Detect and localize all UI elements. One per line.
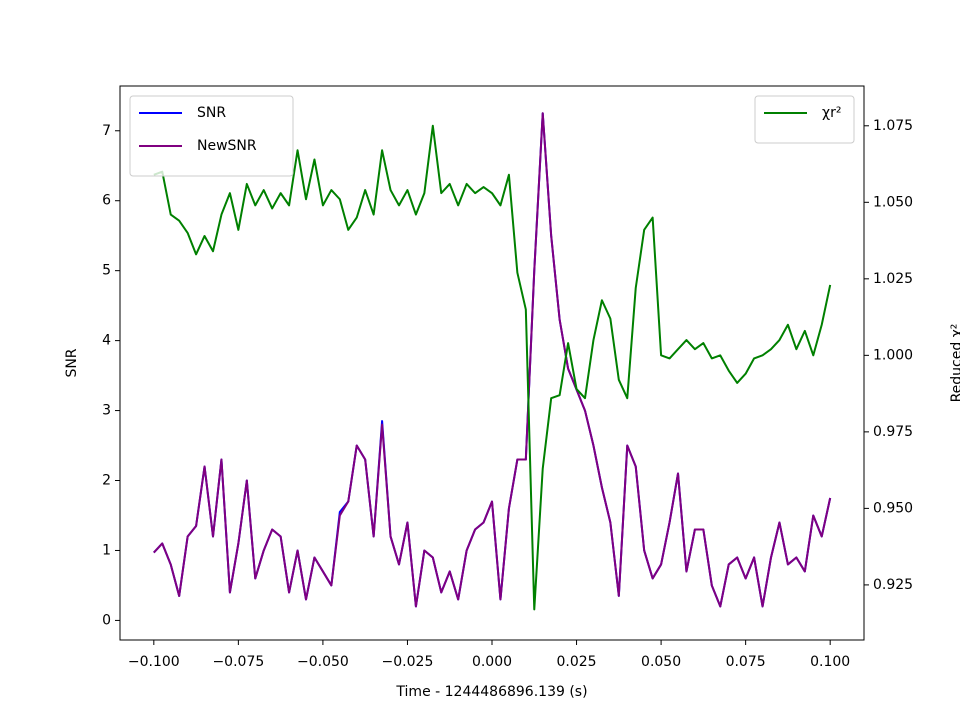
y2-tick-label: 0.950: [873, 500, 913, 516]
y-tick-label: 5: [102, 263, 111, 279]
x-tick-label: −0.050: [297, 654, 349, 670]
y-tick-label: 7: [102, 123, 111, 139]
x-tick-label: −0.100: [128, 654, 180, 670]
y2-axis-label: Reduced χ²: [949, 324, 960, 403]
y-axis-label: SNR: [64, 348, 80, 377]
x-tick-label: 0.025: [556, 654, 596, 670]
plot-area: [153, 112, 832, 611]
x-axis-label: Time - 1244486896.139 (s): [395, 684, 587, 700]
y-tick-label: 6: [102, 193, 111, 209]
y2-tick-label: 0.975: [873, 424, 913, 440]
y2-tick-label: 0.925: [873, 577, 913, 593]
y2-tick-label: 1.050: [873, 194, 913, 210]
legend-label: SNR: [197, 105, 226, 121]
y-tick-label: 4: [102, 333, 111, 349]
x-tick-label: 0.100: [810, 654, 850, 670]
series-line: [153, 112, 832, 608]
y-tick-label: 1: [102, 542, 111, 558]
x-tick-label: 0.000: [472, 654, 512, 670]
x-tick-label: −0.025: [382, 654, 434, 670]
x-tick-label: −0.075: [212, 654, 264, 670]
y-tick-label: 0: [102, 612, 111, 628]
y2-tick-label: 1.025: [873, 271, 913, 287]
x-tick-label: 0.075: [726, 654, 766, 670]
legend-box: [754, 95, 855, 144]
legend-box: [129, 95, 294, 177]
legend-label: χr²: [822, 105, 841, 121]
y2-tick-label: 1.075: [873, 118, 913, 134]
y-tick-label: 3: [102, 403, 111, 419]
x-tick-label: 0.050: [641, 654, 681, 670]
series-line: [153, 124, 832, 611]
legend-label: NewSNR: [197, 138, 257, 154]
y2-tick-label: 1.000: [873, 347, 913, 363]
y-tick-label: 2: [102, 473, 111, 489]
